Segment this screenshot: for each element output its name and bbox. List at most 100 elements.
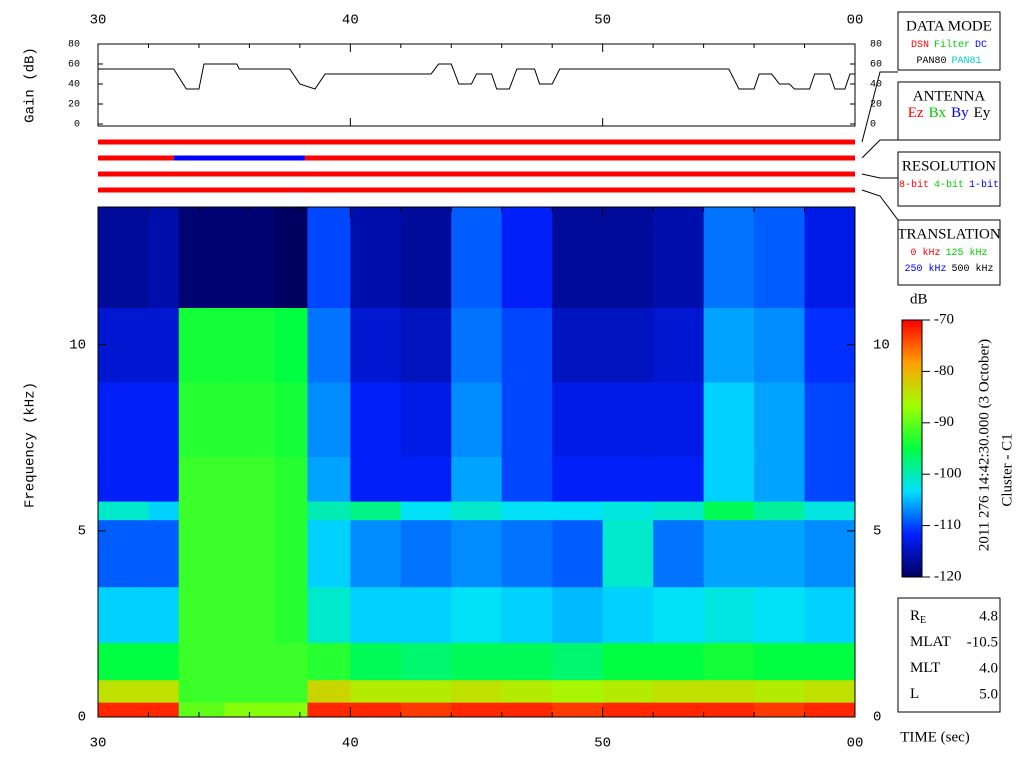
x-tick-label: 50 — [594, 13, 611, 29]
panel-line: PAN80 PAN81 — [916, 56, 981, 67]
heatmap-cell — [350, 381, 402, 457]
gain-tick-label: 60 — [870, 60, 882, 71]
gain-line — [98, 63, 855, 90]
heatmap-cell — [754, 307, 806, 383]
heatmap-cell — [224, 456, 276, 502]
heatmap-cell — [451, 702, 503, 718]
heatmap-cell — [224, 519, 276, 588]
heatmap-cell — [400, 519, 452, 588]
heatmap-cell — [148, 381, 180, 457]
heatmap-cell — [224, 501, 276, 521]
info-label: RE — [910, 608, 926, 626]
connector — [861, 189, 899, 221]
panel-item: 4-bit — [934, 179, 964, 191]
heatmap-cell — [804, 679, 856, 703]
heatmap-cell — [148, 702, 180, 718]
heatmap-cell — [178, 586, 225, 644]
heatmap-cell — [552, 456, 604, 502]
panel-title: DATA MODE — [906, 18, 992, 34]
heatmap-cell — [350, 679, 402, 703]
x-tick-label: 00 — [847, 13, 864, 29]
heatmap-cell — [703, 456, 755, 502]
heatmap-cell — [451, 381, 503, 457]
panel-line: 8-bit 4-bit 1-bit — [899, 179, 999, 191]
heatmap-cell — [703, 586, 755, 644]
heatmap-cell — [274, 586, 308, 644]
heatmap-cell — [148, 519, 180, 588]
heatmap-cell — [451, 307, 503, 383]
connector — [861, 71, 898, 143]
x-tick-label: 00 — [847, 736, 864, 752]
panel-item: 500 kHz — [952, 263, 994, 275]
heatmap-cell — [98, 642, 149, 681]
heatmap-cell — [148, 501, 180, 521]
panel-item: 1-bit — [969, 179, 999, 191]
heatmap-cell — [602, 381, 654, 457]
panel-item: 250 kHz — [904, 263, 946, 275]
heatmap-cell — [451, 519, 503, 588]
heatmap-cell — [501, 679, 553, 703]
heatmap-cell — [653, 456, 705, 502]
heatmap-cell — [653, 586, 705, 644]
heatmap-cell — [703, 642, 755, 681]
heatmap-cell — [224, 307, 276, 383]
panel-line: Ez Bx By Ey — [908, 105, 991, 121]
heatmap-cell — [501, 642, 553, 681]
panel-item: PAN80 — [916, 56, 946, 67]
panel-item: Bx — [929, 105, 947, 121]
heatmap-cell — [274, 456, 308, 502]
panel-item: 125 kHz — [946, 247, 988, 259]
panel-box — [897, 11, 1001, 71]
heatmap-cell — [501, 519, 553, 588]
panel-title: TRANSLATION — [897, 226, 1000, 242]
heatmap-cell — [400, 456, 452, 502]
heatmap-cell — [552, 586, 604, 644]
heatmap-cell — [602, 207, 654, 309]
gain-tick-label: 80 — [68, 40, 80, 51]
heatmap-cell — [501, 702, 553, 718]
heatmap-cell — [307, 501, 351, 521]
heatmap-cell — [804, 501, 856, 521]
heatmap-cell — [307, 702, 351, 718]
heatmap-cell — [703, 519, 755, 588]
heatmap-cell — [178, 519, 225, 588]
heatmap-cell — [350, 586, 402, 644]
panel-item: 8-bit — [899, 179, 929, 191]
heatmap-cell — [653, 642, 705, 681]
heatmap-cell — [98, 586, 149, 644]
heatmap-cell — [552, 519, 604, 588]
heatmap-cell — [653, 501, 705, 521]
heatmap-cell — [501, 456, 553, 502]
heatmap-cell — [148, 307, 180, 383]
heatmap-cell — [274, 501, 308, 521]
gain-tick-label: 0 — [870, 120, 876, 131]
heatmap-cell — [552, 207, 604, 309]
heatmap-cell — [754, 702, 806, 718]
heatmap-cell — [98, 519, 149, 588]
heatmap-cell — [653, 702, 705, 718]
status-segment — [304, 155, 855, 161]
heatmap-cell — [178, 381, 225, 457]
heatmap-cell — [451, 207, 503, 309]
gain-tick-label: 0 — [74, 120, 80, 131]
info-value: 4.8 — [979, 608, 998, 624]
status-segment — [98, 187, 855, 193]
info-value: 5.0 — [979, 686, 998, 702]
connector — [861, 173, 898, 179]
gain-frame — [97, 43, 856, 127]
panel-item: PAN81 — [952, 56, 982, 67]
colorbar-tick-label: -120 — [934, 568, 962, 584]
status-segment — [98, 171, 855, 177]
panel-line: 0 kHz 125 kHz — [910, 247, 987, 259]
gain-tick-label: 20 — [870, 100, 882, 111]
heatmap-cell — [307, 679, 351, 703]
x-tick-label: 40 — [342, 13, 359, 29]
heatmap-cell — [602, 519, 654, 588]
panel-item: Ez — [908, 105, 924, 121]
panel-box — [897, 151, 1001, 207]
heatmap-cell — [703, 679, 755, 703]
colorbar-tick-label: -90 — [934, 414, 954, 430]
heatmap-cell — [804, 642, 856, 681]
heatmap-cell — [178, 307, 225, 383]
heatmap-cell — [178, 642, 225, 681]
